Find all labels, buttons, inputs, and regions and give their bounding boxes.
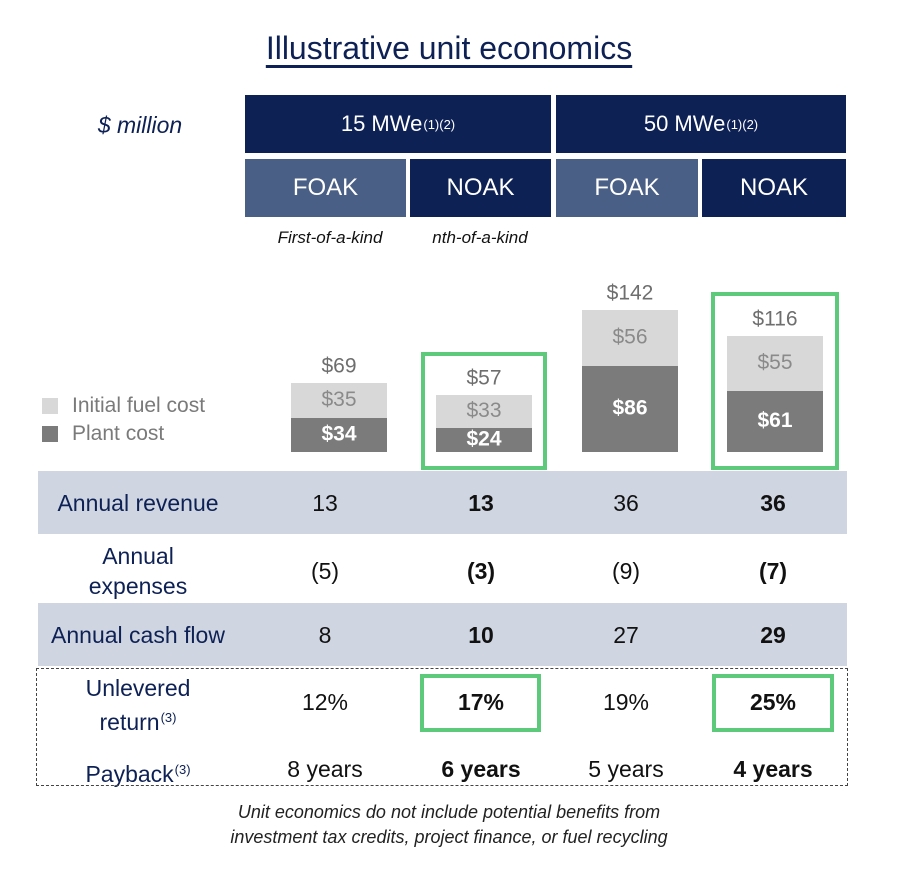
- cell-expenses-foak-15: (5): [310, 558, 340, 584]
- cell-payback-noak-15: 6 years: [441, 756, 521, 782]
- footnote-mark: (3): [160, 710, 177, 725]
- cell-expenses-noak-15: (3): [466, 558, 496, 584]
- cell-payback-noak-50: 4 years: [733, 756, 813, 782]
- data-label-total: $57: [466, 367, 501, 390]
- column-header-noak-50: NOAK: [702, 159, 846, 217]
- column-header-foak-50: FOAK: [556, 159, 698, 217]
- row-label-expenses-line2: expenses: [88, 573, 188, 599]
- footer-line-2: investment tax credits, project finance,…: [230, 827, 668, 847]
- row-label-return-line1: Unlevered: [85, 675, 191, 701]
- cell-expenses-noak-50: (7): [758, 558, 788, 584]
- units-label: $ million: [97, 112, 183, 138]
- cell-cashflow-foak-15: 8: [318, 622, 332, 648]
- revenue-band: [38, 471, 847, 534]
- legend-plant: Plant cost: [42, 422, 164, 446]
- column-header-noak-15: NOAK: [410, 159, 551, 217]
- cell-return-foak-15: 12%: [301, 689, 349, 715]
- footnote-mark: (1)(2): [726, 116, 759, 132]
- data-label-total: $116: [752, 308, 797, 331]
- bar-highlight-box: [421, 352, 547, 470]
- group-header-15mwe: 15 MWe (1)(2): [245, 95, 551, 153]
- bar-initial-fuel-cost: [436, 395, 532, 428]
- cell-cashflow-foak-50: 27: [613, 622, 639, 648]
- row-label-payback: Payback(3): [38, 755, 238, 789]
- legend-plant-label: Plant cost: [72, 422, 165, 445]
- bar-initial-fuel-cost: [727, 336, 823, 391]
- bar-plant-cost: [582, 366, 678, 452]
- highlight-return-noak-15: [420, 674, 541, 732]
- bar-highlight-box: [711, 292, 839, 470]
- cell-revenue-foak-15: 13: [312, 490, 338, 516]
- column-caption-foak: First-of-a-kind: [277, 228, 383, 247]
- data-label-fuel: $55: [757, 351, 792, 374]
- data-label-fuel: $33: [466, 399, 501, 422]
- legend-fuel-swatch: [42, 398, 58, 414]
- cell-expenses-foak-50: (9): [611, 558, 641, 584]
- cash-flow-band: [38, 603, 847, 666]
- cell-payback-foak-15: 8 years: [287, 756, 363, 782]
- legend-fuel: Initial fuel cost: [42, 394, 205, 418]
- row-label-return-text: return: [99, 709, 160, 735]
- data-label-total: $142: [607, 282, 654, 305]
- data-label-plant: $34: [321, 423, 356, 446]
- data-label-fuel: $35: [321, 388, 356, 411]
- row-label-expenses-line1: Annual: [102, 543, 174, 569]
- column-header-foak-15: FOAK: [245, 159, 406, 217]
- row-label-payback-text: Payback: [85, 761, 174, 787]
- bar-initial-fuel-cost: [582, 310, 678, 366]
- footnote-mark: (3): [174, 762, 191, 777]
- stacked-bar-chart: $34 $35 $69 $24 $33 $57 $86 $56 $142 $61 $55 $116: [291, 282, 839, 470]
- bar-plant-cost: [727, 391, 823, 452]
- group-label: 50 MWe: [643, 111, 726, 136]
- bar-initial-fuel-cost: [291, 383, 387, 418]
- data-label-total: $69: [321, 355, 356, 378]
- bar-plant-cost: [291, 418, 387, 452]
- cell-payback-foak-50: 5 years: [588, 756, 664, 782]
- row-label-cash-flow: Annual cash flow: [51, 622, 225, 648]
- cell-revenue-noak-50: 36: [760, 490, 786, 516]
- cell-revenue-foak-50: 36: [613, 490, 639, 516]
- footnote-mark: (1)(2): [423, 116, 456, 132]
- cell-revenue-noak-15: 13: [468, 490, 494, 516]
- data-label-plant: $61: [757, 409, 792, 432]
- footer-note: Unit economics do not include potential …: [0, 800, 898, 850]
- group-header-50mwe: 50 MWe (1)(2): [556, 95, 846, 153]
- page-title: Illustrative unit economics: [265, 30, 633, 66]
- data-label-plant: $24: [466, 428, 501, 451]
- row-label-return: Unlevered return(3): [38, 673, 238, 737]
- data-label-plant: $86: [612, 397, 647, 420]
- group-label: 15 MWe: [340, 111, 423, 136]
- bar-plant-cost: [436, 428, 532, 452]
- cell-return-noak-50: 25%: [749, 689, 797, 715]
- row-label-revenue: Annual revenue: [57, 490, 219, 516]
- footer-line-1: Unit economics do not include potential …: [237, 802, 661, 822]
- legend-plant-swatch: [42, 426, 58, 442]
- returns-dashed-box: [36, 668, 848, 786]
- data-label-fuel: $56: [612, 326, 647, 349]
- cell-return-noak-15: 17%: [457, 689, 505, 715]
- highlight-return-noak-50: [712, 674, 834, 732]
- cell-return-foak-50: 19%: [602, 689, 650, 715]
- column-caption-noak: nth-of-a-kind: [432, 228, 528, 247]
- row-label-expenses: Annual expenses: [38, 541, 238, 601]
- row-label-return-line2: return(3): [38, 703, 238, 737]
- legend-fuel-label: Initial fuel cost: [72, 394, 206, 417]
- cell-cashflow-noak-50: 29: [760, 622, 786, 648]
- cell-cashflow-noak-15: 10: [468, 622, 494, 648]
